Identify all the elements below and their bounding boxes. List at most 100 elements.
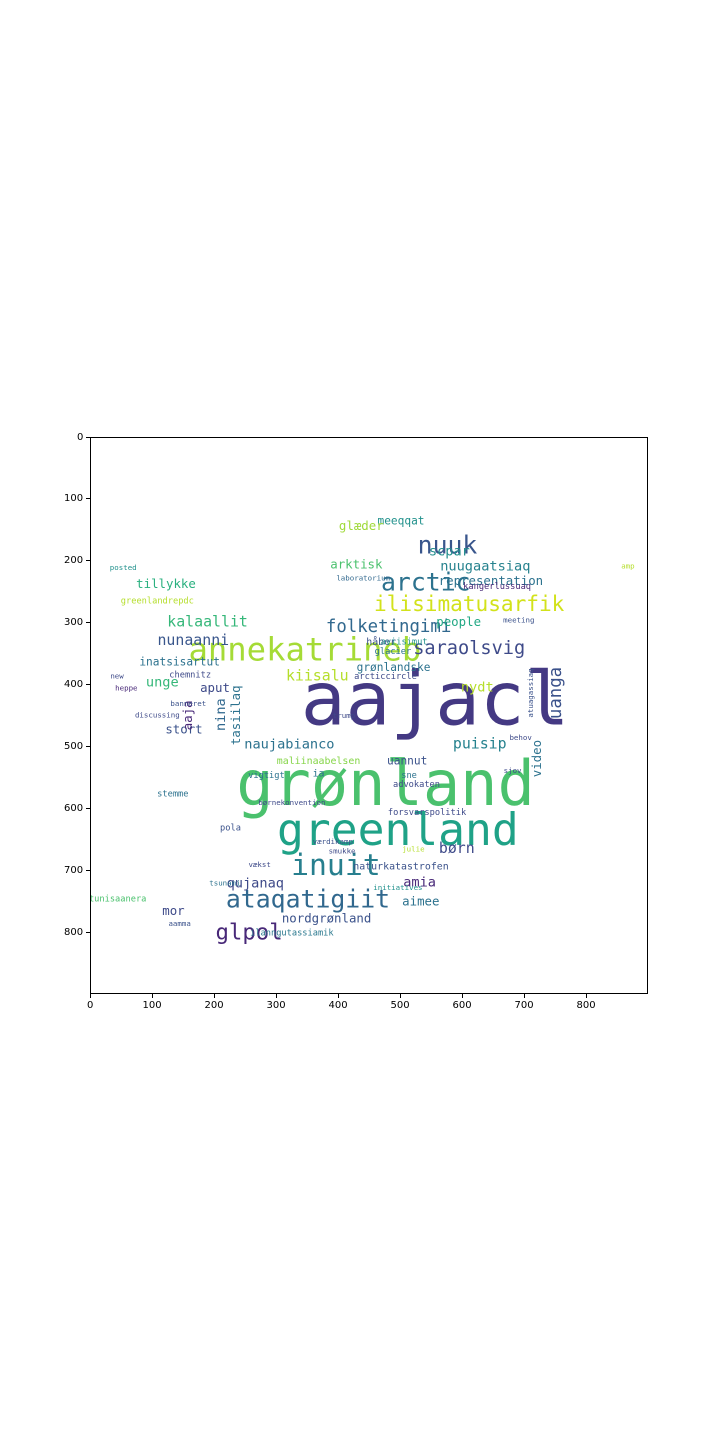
word-52: chemnitz	[169, 671, 211, 681]
word-28: meeqqat	[377, 515, 424, 528]
word-6: nuuk	[418, 530, 478, 559]
word-37: unge	[146, 674, 179, 690]
word-47: video	[529, 740, 544, 777]
word-39: nina	[213, 698, 229, 731]
word-22: børn	[439, 839, 475, 857]
x-tick-mark	[585, 994, 587, 998]
word-42: arcticcircle	[354, 672, 417, 682]
y-tick-label: 400	[64, 679, 84, 691]
x-tick-label: 700	[514, 1000, 534, 1011]
word-75: discussing	[135, 710, 180, 719]
y-tick-mark	[86, 498, 90, 500]
word-65: trump	[333, 711, 356, 720]
word-74: banneret	[170, 699, 206, 708]
word-12: kalaallit	[167, 612, 248, 630]
word-24: aimee	[402, 894, 439, 909]
word-10: saraolsvig	[413, 638, 525, 659]
word-51: stort	[165, 722, 202, 737]
word-18: maliinaabelsen	[277, 756, 361, 767]
word-38: aput	[200, 680, 230, 695]
word-76: værdikamp	[313, 837, 354, 846]
word-63: stemme	[157, 789, 188, 799]
y-tick-mark	[86, 807, 90, 809]
y-tick-mark	[86, 560, 90, 562]
x-tick-mark	[151, 994, 153, 998]
x-tick-label: 800	[576, 1000, 596, 1011]
y-tick-mark	[86, 745, 90, 747]
x-tick-mark	[523, 994, 525, 998]
x-tick-label: 100	[142, 1000, 162, 1011]
word-50: sne	[401, 771, 417, 781]
y-tick-label: 300	[64, 617, 84, 629]
word-36: inatsisartut	[139, 656, 220, 669]
word-9: glpol	[216, 920, 283, 946]
wordcloud-plot-area: aajacl grønland greenland annekatrineb inuit…	[90, 437, 648, 994]
word-58: tunisaanera	[91, 895, 146, 905]
x-tick-label: 600	[452, 1000, 472, 1011]
word-70: sjov	[504, 766, 522, 775]
word-46: nydt	[461, 679, 494, 695]
word-71: posted	[110, 563, 137, 572]
word-21: ilanngutassiamik	[250, 929, 334, 939]
y-tick-mark	[86, 869, 90, 871]
y-tick-label: 0	[77, 431, 84, 443]
word-4: inuit	[291, 848, 381, 883]
word-61: tsunami	[209, 879, 240, 888]
word-20: nordgrønland	[282, 910, 372, 925]
word-66: kangerlussuaq	[463, 582, 531, 592]
word-56: ia	[313, 768, 325, 779]
word-41: grønlandske	[357, 661, 431, 674]
word-1: grønland	[236, 747, 535, 820]
word-80: amp	[621, 562, 635, 571]
word-19: qujanaq	[227, 876, 284, 892]
y-tick-label: 200	[64, 555, 84, 567]
word-59: aamma	[168, 919, 190, 928]
word-32: representation	[439, 573, 543, 588]
word-25: naturkatastrofen	[353, 861, 448, 872]
word-30: arktisk	[330, 556, 383, 571]
x-tick-label: 0	[87, 1000, 94, 1011]
x-tick-mark	[337, 994, 339, 998]
word-17: puisip	[453, 734, 507, 752]
x-tick-mark	[399, 994, 401, 998]
x-tick-mark	[89, 994, 91, 998]
word-44: håber	[366, 635, 396, 648]
word-69: behov	[509, 733, 532, 742]
y-tick-mark	[86, 436, 90, 438]
word-29: glæder	[339, 518, 384, 533]
word-14: uanga	[546, 667, 566, 719]
word-43: glacier	[375, 647, 412, 657]
word-11: folketingimi	[326, 617, 451, 637]
x-tick-mark	[461, 994, 463, 998]
word-78: julie	[402, 845, 425, 854]
y-tick-label: 700	[64, 864, 84, 876]
word-73: heppe	[115, 684, 138, 693]
word-7: arctic	[381, 567, 471, 596]
word-77: smukke	[329, 846, 356, 855]
x-tick-mark	[275, 994, 277, 998]
word-34: tillykke	[136, 576, 196, 591]
word-2: greenland	[277, 804, 519, 856]
word-68: atuagassiaq	[526, 668, 535, 717]
word-26: nuugaatsiaq	[440, 559, 530, 575]
x-tick-mark	[213, 994, 215, 998]
word-45: aviisimut	[381, 638, 428, 648]
word-60: pola	[220, 823, 241, 833]
word-35: greenlandrepdc	[121, 596, 194, 606]
x-tick-label: 500	[390, 1000, 410, 1011]
word-49: advokaten	[393, 780, 440, 790]
word-40: tasiilaq	[228, 685, 243, 745]
word-53: aaja	[180, 700, 195, 730]
word-62: vækst	[248, 860, 270, 869]
y-tick-mark	[86, 622, 90, 624]
word-27: scpar	[429, 543, 470, 559]
y-tick-label: 600	[64, 802, 84, 814]
x-tick-label: 400	[328, 1000, 348, 1011]
word-55: vigtigt	[248, 771, 285, 781]
word-5: ataqatigiit	[226, 884, 390, 913]
word-13: nunaanni	[157, 631, 229, 649]
y-tick-label: 500	[64, 740, 84, 752]
x-tick-label: 300	[266, 1000, 286, 1011]
word-72: new	[110, 671, 124, 680]
y-tick-label: 800	[64, 926, 84, 938]
